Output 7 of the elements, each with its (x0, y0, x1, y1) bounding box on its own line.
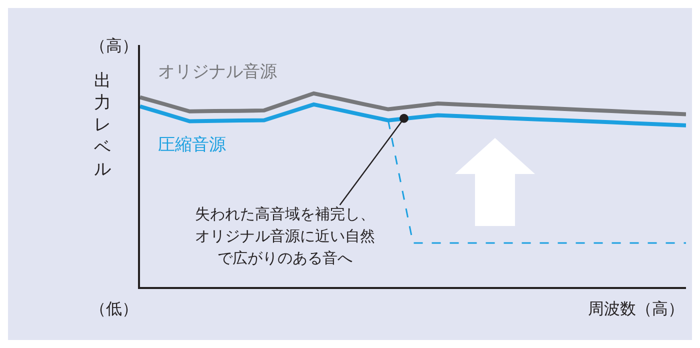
y-axis-title: 出力レベル (94, 71, 111, 180)
x-axis-title: 周波数（高） (588, 299, 684, 318)
annotation: 失われた高音域を補完し、オリジナル音源に近い自然で広がりのある音へ (194, 204, 376, 269)
text: （高） (90, 36, 138, 55)
text: （低） (90, 299, 138, 318)
series-label: オリジナル音源 (158, 62, 277, 82)
series-label: 圧縮音源 (158, 135, 226, 155)
